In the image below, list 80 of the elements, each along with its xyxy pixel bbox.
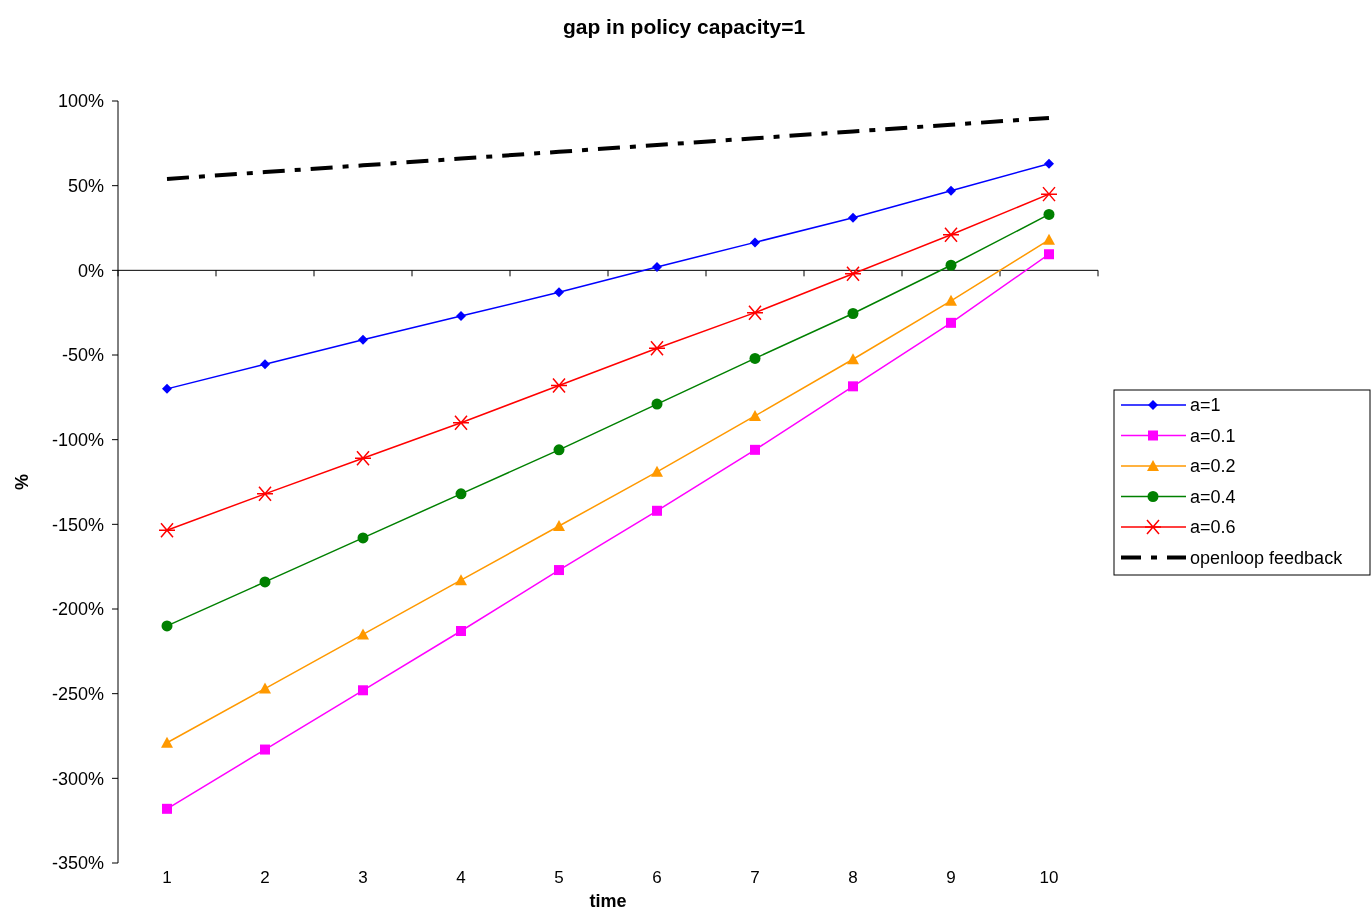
- point: [651, 398, 663, 410]
- legend-label: a=0.4: [1190, 486, 1236, 507]
- point: [652, 505, 662, 516]
- point: [357, 628, 369, 640]
- legend-label: a=1: [1190, 395, 1221, 416]
- point: [354, 450, 372, 467]
- point: [259, 682, 271, 694]
- x-tick-label: 9: [946, 868, 956, 887]
- y-tick-label: -200%: [51, 599, 104, 620]
- point: [162, 383, 172, 394]
- point: [1043, 208, 1055, 220]
- point: [942, 227, 960, 243]
- y-tick-label: -350%: [51, 853, 104, 874]
- point: [358, 685, 368, 696]
- point: [651, 465, 663, 477]
- x-tick-label: 1: [162, 868, 172, 887]
- x-tick-label: 3: [358, 868, 368, 887]
- point: [357, 532, 369, 544]
- point: [652, 261, 662, 272]
- point: [455, 488, 467, 500]
- chart-title: gap in policy capacity=1: [562, 15, 806, 38]
- y-tick-label: -150%: [51, 514, 104, 535]
- point: [648, 340, 666, 356]
- line-series: [165, 115, 1051, 181]
- point: [358, 334, 368, 345]
- x-tick-label: 5: [554, 868, 564, 887]
- y-tick-label: -100%: [51, 429, 104, 450]
- point: [553, 444, 565, 456]
- legend-label: a=0.2: [1190, 456, 1236, 477]
- legend-label: openloop feedback: [1190, 547, 1344, 568]
- point: [158, 522, 176, 539]
- point: [256, 486, 274, 502]
- x-axis-title: time: [589, 891, 627, 911]
- point: [553, 520, 565, 532]
- point: [161, 736, 173, 748]
- point: [260, 744, 270, 755]
- point: [161, 620, 173, 632]
- point: [750, 237, 760, 248]
- point: [1043, 233, 1055, 245]
- point: [749, 352, 761, 364]
- point: [750, 444, 760, 455]
- point: [452, 414, 470, 431]
- point: [847, 308, 859, 320]
- y-tick-label: 100%: [57, 91, 104, 112]
- point: [848, 381, 858, 392]
- point: [848, 212, 858, 223]
- y-tick-label: 0%: [77, 260, 104, 281]
- point: [259, 576, 271, 588]
- point: [844, 265, 862, 282]
- legend-label: a=0.6: [1190, 517, 1236, 538]
- point: [162, 803, 172, 814]
- point: [455, 574, 467, 586]
- point: [1044, 158, 1054, 169]
- point: [945, 259, 957, 271]
- point: [749, 409, 761, 421]
- y-axis-title: %: [12, 473, 32, 491]
- point: [945, 294, 957, 306]
- point: [746, 304, 764, 321]
- x-tick-label: 4: [456, 868, 466, 887]
- x-tick-label: 8: [848, 868, 858, 887]
- x-tick-label: 6: [652, 868, 662, 887]
- point: [550, 377, 568, 394]
- point: [946, 317, 956, 328]
- x-tick-label: 2: [260, 868, 270, 887]
- point: [456, 626, 466, 637]
- point: [847, 353, 859, 365]
- y-tick-label: -250%: [51, 683, 104, 704]
- y-tick-label: 50%: [67, 175, 104, 196]
- point: [1044, 249, 1054, 260]
- point: [554, 287, 564, 298]
- point: [260, 359, 270, 370]
- point: [456, 311, 466, 322]
- y-tick-label: -50%: [61, 345, 104, 366]
- x-tick-label: 10: [1039, 868, 1059, 887]
- point: [946, 185, 956, 196]
- x-tick-label: 7: [750, 868, 760, 887]
- point: [554, 565, 564, 576]
- legend-label: a=0.1: [1190, 425, 1236, 446]
- point: [1040, 186, 1058, 202]
- y-tick-label: -300%: [51, 768, 104, 789]
